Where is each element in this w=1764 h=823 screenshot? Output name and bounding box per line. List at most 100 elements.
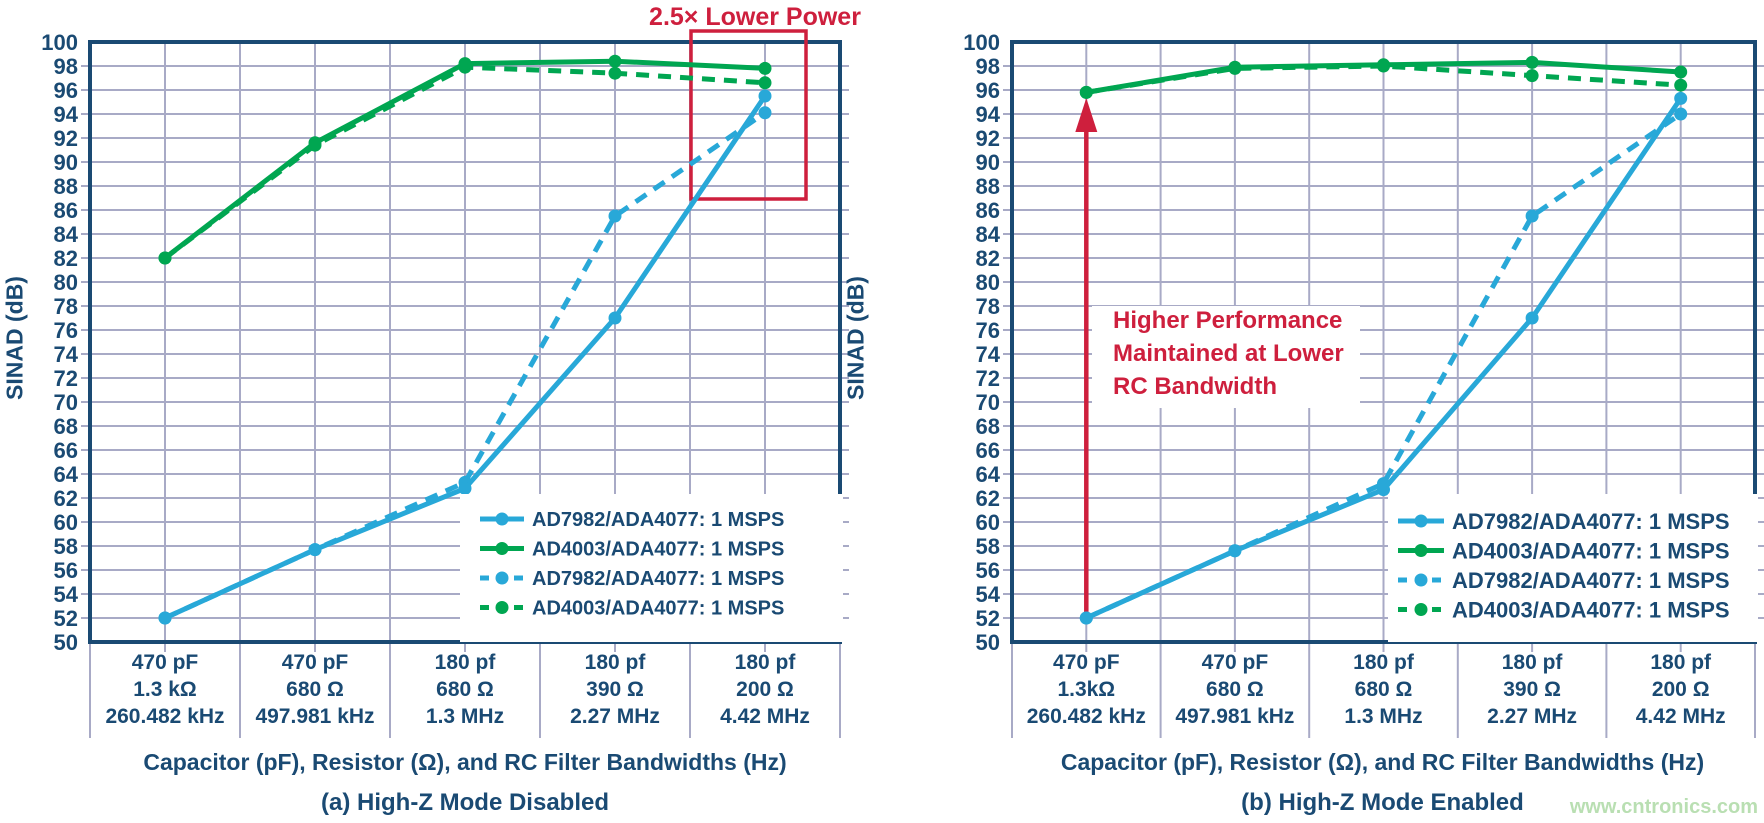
x-category-label: 470 pF — [132, 651, 199, 674]
legend: AD7982/ADA4077: 1 MSPS AD4003/ADA4077: 1 … — [460, 494, 843, 642]
y-tick-label: 72 — [976, 366, 1000, 391]
x-category-label: 680 Ω — [1355, 678, 1413, 701]
y-tick-label: 94 — [54, 102, 79, 127]
x-category-label: 497.981 kHz — [1175, 705, 1294, 728]
y-axis-title-left: SINAD (dB) — [1, 276, 28, 400]
y-tick-label: 56 — [54, 558, 78, 583]
legend-swatch-marker — [495, 571, 509, 585]
caption-left: (a) High-Z Mode Disabled — [321, 789, 609, 816]
x-category-label: 180 pf — [735, 651, 797, 674]
x-category-label: 200 Ω — [736, 678, 794, 701]
series-line — [1085, 111, 1683, 621]
x-category-labels: 470 pF 1.3kΩ 260.482 kHz 470 pF 680 Ω 497.981… — [1027, 651, 1726, 728]
y-tick-label: 76 — [54, 318, 78, 343]
y-axis-title-right: SINAD (dB) — [842, 276, 869, 400]
annotation-labels: Higher Performance Maintained at Lower RC … — [1113, 307, 1344, 400]
y-tick-label: 96 — [54, 78, 78, 103]
x-category-label: 260.482 kHz — [105, 705, 224, 728]
data-point — [1674, 91, 1688, 105]
y-tick-label: 72 — [54, 366, 78, 391]
y-tick-label: 52 — [54, 606, 78, 631]
y-tick-label: 62 — [54, 486, 78, 511]
legend-swatch-marker — [495, 542, 509, 555]
annotation-shapes — [689, 29, 808, 201]
x-category-label: 2.27 MHz — [570, 705, 660, 728]
legend-row: AD7982/ADA4077: 1 MSPS — [1398, 568, 1730, 593]
legend: AD7982/ADA4077: 1 MSPS AD4003/ADA4077: 1 … — [1388, 494, 1758, 642]
data-point — [1377, 58, 1390, 72]
annotation-label: 2.5× Lower Power — [649, 3, 861, 31]
y-tick-label: 98 — [976, 54, 1000, 79]
x-category-labels: 470 pF 1.3 kΩ 260.482 kHz 470 pF 680 Ω 497.98… — [105, 651, 809, 728]
legend-label: AD4003/ADA4077: 1 MSPS — [1452, 538, 1730, 563]
y-tick-label: 78 — [976, 294, 1000, 319]
data-point — [608, 54, 622, 68]
data-point — [608, 66, 622, 80]
y-tick-label: 64 — [54, 462, 79, 487]
data-point — [1525, 69, 1539, 83]
x-category-label: 1.3 kΩ — [133, 678, 197, 701]
y-tick-label: 74 — [976, 342, 1001, 367]
x-category-label: 470 pF — [1053, 651, 1120, 674]
legend-label: AD7982/ADA4077: 1 MSPS — [1452, 568, 1730, 593]
y-tick-label: 70 — [976, 390, 1000, 415]
series-solid-green — [158, 54, 772, 265]
data-point — [608, 311, 622, 325]
x-category-label: 680 Ω — [436, 678, 494, 701]
x-axis-title-right: Capacitor (pF), Resistor (Ω), and RC Fil… — [1060, 749, 1705, 775]
annotation-text-line: Maintained at Lower — [1113, 340, 1344, 367]
y-tick-label: 58 — [54, 534, 78, 559]
legend-swatch-marker — [1414, 514, 1428, 528]
x-category-label: 1.3 MHz — [426, 705, 504, 728]
gridlines — [81, 42, 849, 738]
series-solid-cyan — [1079, 91, 1688, 625]
y-tick-label: 88 — [54, 174, 78, 199]
y-tick-label: 80 — [976, 270, 1000, 295]
y-tick-label: 68 — [976, 414, 1000, 439]
y-tick-label: 78 — [54, 294, 78, 319]
data-point — [1228, 544, 1242, 558]
y-tick-label: 84 — [976, 222, 1001, 247]
y-tick-label: 70 — [54, 390, 78, 415]
y-tick-labels: 5052545658606264666870727476788082848688… — [963, 30, 1000, 655]
x-category-label: 470 pF — [282, 651, 349, 674]
legend-swatch-marker — [495, 512, 509, 526]
y-tick-label: 50 — [54, 630, 78, 655]
chart-left: 5052545658606264666870727476788082848688… — [41, 3, 861, 738]
legend-label: AD4003/ADA4077: 1 MSPS — [532, 539, 784, 561]
y-tick-label: 54 — [976, 582, 1001, 607]
x-category-label: 180 pf — [1353, 651, 1415, 674]
x-category-label: 4.42 MHz — [720, 705, 810, 728]
data-point — [1228, 60, 1242, 74]
y-tick-label: 56 — [976, 558, 1000, 583]
legend-label: AD4003/ADA4077: 1 MSPS — [532, 598, 784, 620]
legend-row: AD4003/ADA4077: 1 MSPS — [1398, 538, 1730, 563]
data-point — [758, 106, 772, 120]
annotation-text-line: Higher Performance — [1113, 307, 1342, 334]
series-solid-cyan — [158, 89, 772, 625]
y-tick-label: 98 — [54, 54, 78, 79]
data-point — [158, 611, 172, 625]
data-point — [1674, 107, 1688, 121]
series-solid-green — [1079, 55, 1688, 99]
x-category-label: 4.42 MHz — [1636, 705, 1726, 728]
data-point — [1525, 209, 1539, 223]
legend-box — [1388, 494, 1758, 642]
annotation-box — [689, 29, 808, 201]
legend-row: AD4003/ADA4077: 1 MSPS — [1398, 597, 1730, 622]
legend-swatch-marker — [1414, 544, 1428, 557]
y-tick-label: 64 — [976, 462, 1001, 487]
x-category-label: 390 Ω — [586, 678, 644, 701]
x-category-label: 260.482 kHz — [1027, 705, 1146, 728]
x-category-label: 680 Ω — [1206, 678, 1264, 701]
y-tick-label: 100 — [963, 30, 1000, 55]
y-tick-label: 86 — [54, 198, 78, 223]
legend-row: AD7982/ADA4077: 1 MSPS — [480, 509, 784, 531]
annotation-text-bg — [1092, 306, 1360, 408]
data-point — [158, 251, 172, 265]
x-category-label: 180 pf — [1650, 651, 1712, 674]
caption-right: (b) High-Z Mode Enabled — [1241, 789, 1524, 816]
x-category-label: 680 Ω — [286, 678, 344, 701]
